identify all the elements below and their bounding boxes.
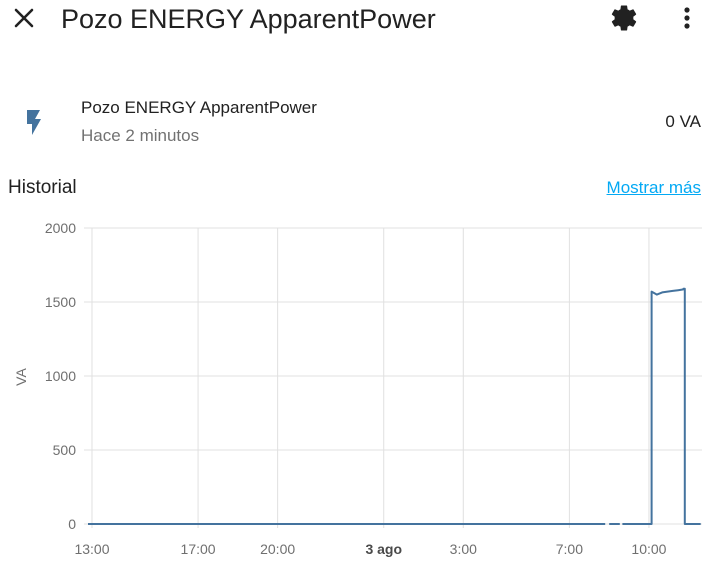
gear-icon bbox=[611, 5, 637, 31]
history-chart: 0 500 1000 1500 2000 13:00 17:00 20:00 3 ago 3:0… bbox=[13, 220, 702, 557]
show-more-link[interactable]: Mostrar más bbox=[606, 178, 701, 197]
x-tick-label: 17:00 bbox=[181, 541, 216, 557]
more-vertical-icon bbox=[684, 7, 690, 29]
x-tick-label: 20:00 bbox=[260, 541, 295, 557]
y-tick-label: 2000 bbox=[45, 220, 76, 236]
y-tick-label: 1500 bbox=[45, 294, 76, 310]
x-tick-label: 3 ago bbox=[365, 541, 402, 557]
y-axis-label: VA bbox=[13, 368, 29, 386]
settings-button[interactable] bbox=[609, 3, 639, 33]
dialog-title: Pozo ENERGY ApparentPower bbox=[61, 4, 436, 34]
history-title: Historial bbox=[8, 177, 77, 198]
entity-last-changed: Hace 2 minutos bbox=[81, 126, 200, 145]
close-button[interactable] bbox=[10, 4, 38, 32]
series-line bbox=[622, 287, 701, 525]
entity-name: Pozo ENERGY ApparentPower bbox=[81, 98, 317, 117]
entity-state: 0 VA bbox=[665, 112, 701, 131]
x-tick-label: 13:00 bbox=[74, 541, 109, 557]
x-tick-label: 3:00 bbox=[450, 541, 477, 557]
close-icon bbox=[14, 8, 34, 28]
entity-row bbox=[0, 90, 717, 150]
x-tick-label: 7:00 bbox=[556, 541, 583, 557]
x-tick-label: 10:00 bbox=[631, 541, 666, 557]
y-tick-label: 0 bbox=[68, 516, 76, 532]
more-menu-button[interactable] bbox=[672, 3, 702, 33]
flash-icon bbox=[27, 110, 41, 135]
y-tick-label: 500 bbox=[53, 442, 77, 458]
y-tick-label: 1000 bbox=[45, 368, 76, 384]
